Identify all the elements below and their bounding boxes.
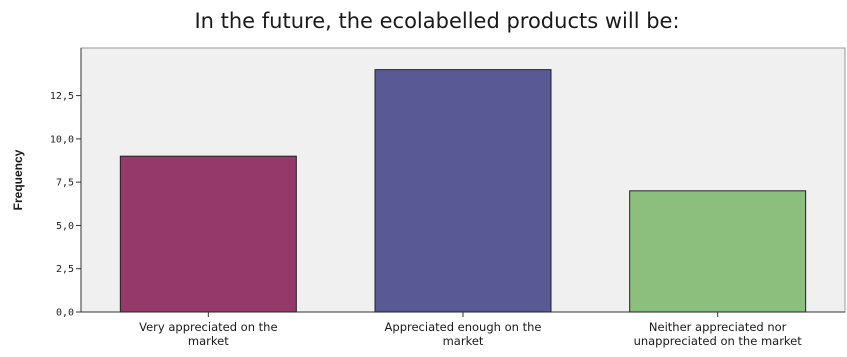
category-label-3: Neither appreciated nor unappreciated on … bbox=[634, 320, 803, 348]
category-label-line: Very appreciated on the bbox=[139, 320, 277, 334]
category-label-1: Very appreciated on the market bbox=[139, 320, 277, 348]
category-label-line: market bbox=[443, 334, 484, 348]
category-label-line: unappreciated on the market bbox=[634, 334, 803, 348]
y-tick-label: 5,0 bbox=[56, 221, 74, 232]
y-tick-label: 2,5 bbox=[56, 264, 74, 275]
bar-2 bbox=[374, 69, 552, 313]
category-label-2: Appreciated enough on the market bbox=[385, 320, 542, 348]
category-labels: Very appreciated on the marketAppreciated… bbox=[139, 312, 802, 348]
category-label-line: Neither appreciated nor bbox=[649, 320, 787, 334]
category-label-line: Appreciated enough on the bbox=[385, 320, 542, 334]
bars bbox=[119, 69, 807, 313]
y-tick-label: 7,5 bbox=[56, 178, 74, 189]
y-tick-label: 10,0 bbox=[50, 134, 74, 145]
y-axis-label: Frequency bbox=[11, 149, 25, 210]
y-axis-ticks: 0,0 2,5 5,0 7,5 10,0 12,5 bbox=[50, 91, 81, 319]
chart-title: In the future, the ecolabelled products … bbox=[194, 9, 679, 33]
bar-3 bbox=[629, 190, 807, 313]
y-tick-label: 12,5 bbox=[50, 91, 74, 102]
category-label-line: market bbox=[188, 334, 229, 348]
y-tick-label: 0,0 bbox=[56, 308, 74, 319]
bar-1 bbox=[119, 155, 297, 313]
